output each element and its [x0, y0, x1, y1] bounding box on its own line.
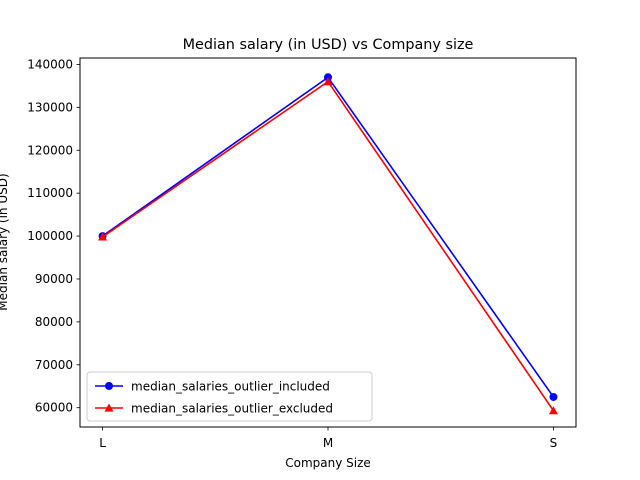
- y-tick-label: 70000: [35, 358, 73, 372]
- legend-box: [86, 371, 373, 422]
- x-tick-label: S: [550, 436, 558, 450]
- series-line: [102, 80, 555, 412]
- y-tick-label: 130000: [27, 100, 73, 114]
- legend-entry: median_salaries_outlier_included: [95, 380, 330, 394]
- y-axis-label: Median salary (in USD): [0, 173, 10, 310]
- y-tick-label: 120000: [27, 143, 73, 157]
- x-tick-label: L: [99, 436, 106, 450]
- legend-label: median_salaries_outlier_included: [131, 380, 330, 394]
- data-point: [549, 392, 558, 401]
- y-tick-label: 140000: [27, 57, 73, 71]
- series-line: [102, 76, 555, 398]
- y-tick-label: 110000: [27, 186, 73, 200]
- data-point: [548, 406, 558, 415]
- legend: median_salaries_outlier_included median_s…: [86, 371, 373, 422]
- y-tick-label: 60000: [35, 401, 73, 415]
- x-tick-label: M: [323, 436, 333, 450]
- series-2: [98, 77, 558, 415]
- legend-swatch-marker: [105, 382, 113, 390]
- series-1: [98, 73, 558, 401]
- data-point: [323, 77, 333, 86]
- y-tick-label: 100000: [27, 229, 73, 243]
- legend-entry: median_salaries_outlier_excluded: [95, 402, 333, 416]
- chart-title: Median salary (in USD) vs Company size: [183, 37, 474, 53]
- legend-swatch-marker: [104, 403, 114, 412]
- y-tick-label: 90000: [35, 272, 73, 286]
- legend-label: median_salaries_outlier_excluded: [131, 402, 333, 416]
- x-axis-label: Company Size: [285, 456, 371, 470]
- plot-area-frame: [79, 57, 577, 428]
- data-point: [98, 232, 108, 241]
- y-tick-label: 80000: [35, 315, 73, 329]
